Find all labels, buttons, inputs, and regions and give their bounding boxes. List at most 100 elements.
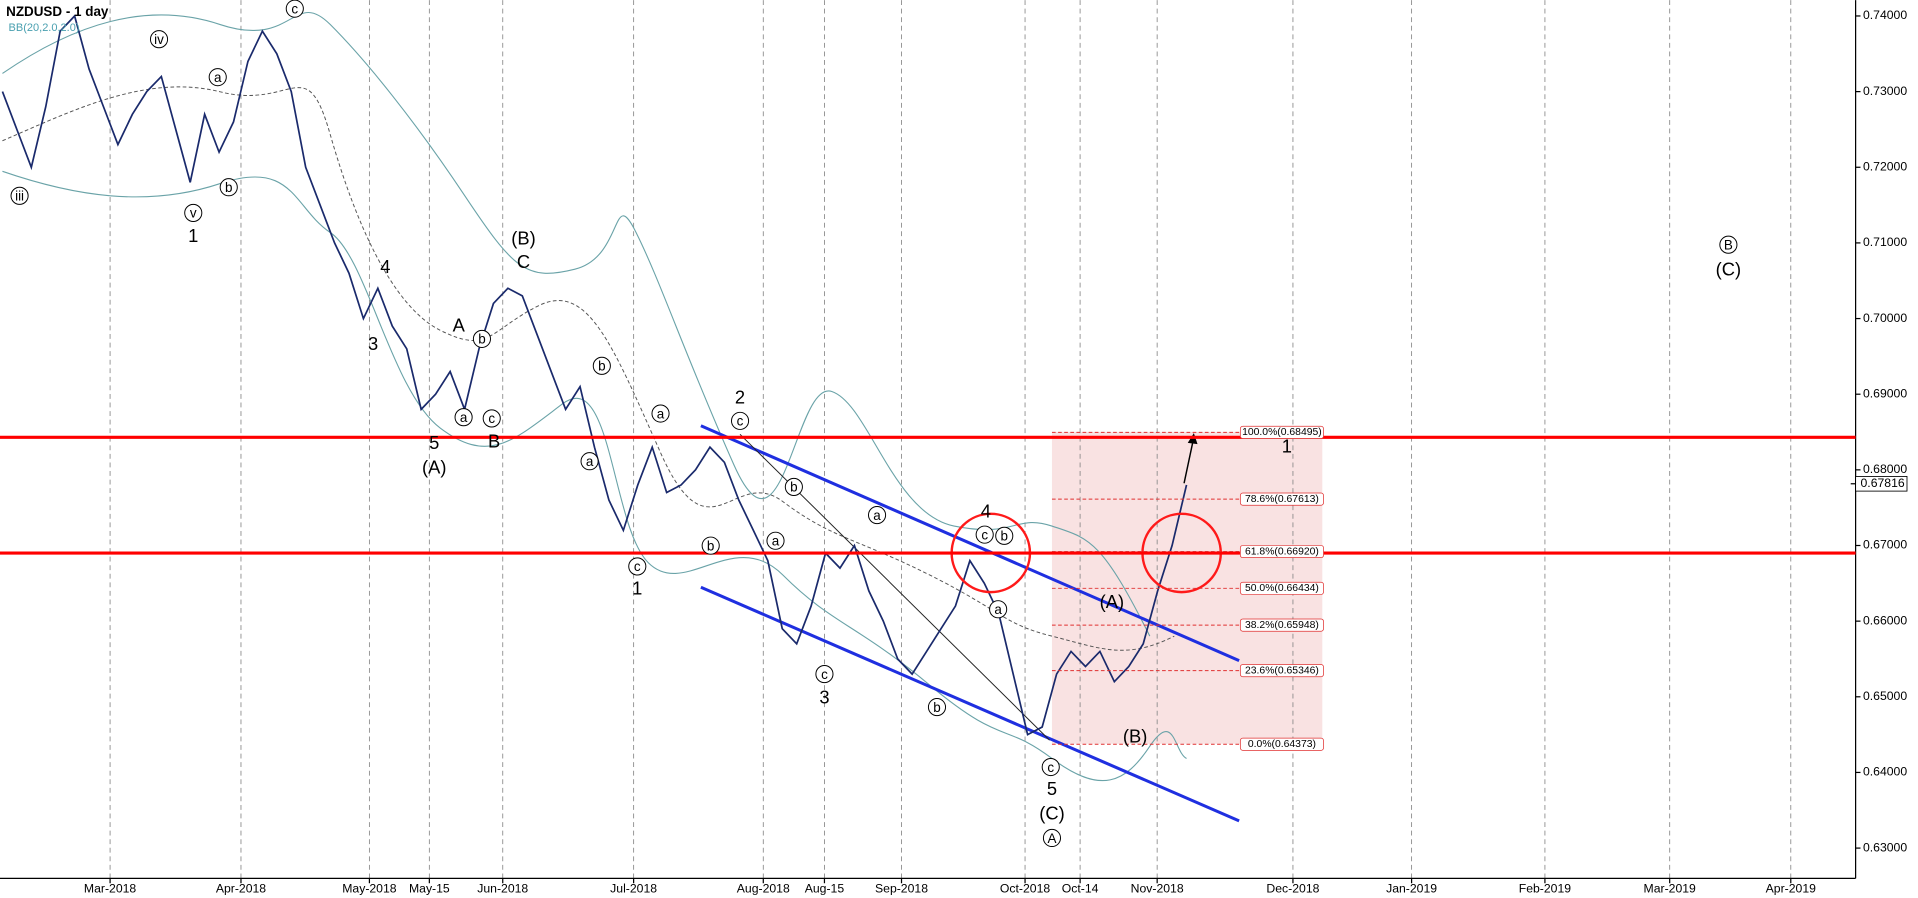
wave-label: a [460, 410, 468, 425]
y-tick-label: 0.64000 [1863, 765, 1907, 779]
x-tick-label: Nov-2018 [1131, 882, 1184, 896]
wave-label: a [873, 508, 881, 523]
x-tick-label: Sep-2018 [875, 882, 928, 896]
x-tick-label: May-15 [409, 882, 450, 896]
x-tick-label: Oct-2018 [1000, 882, 1050, 896]
wave-label: 5 [1047, 778, 1057, 799]
wave-label: a [586, 454, 594, 469]
wave-label: a [772, 534, 780, 549]
wave-label: 1 [1282, 436, 1292, 457]
wave-circle [628, 557, 647, 576]
indicator-label: BB(20,2.0,2.0) [9, 22, 80, 34]
y-tick-label: 0.71000 [1863, 235, 1907, 249]
x-tick-label: Oct-14 [1062, 882, 1099, 896]
wave-circle [482, 409, 501, 428]
wave-circle [208, 68, 227, 87]
wave-circle [219, 178, 238, 197]
y-tick-label: 0.67000 [1863, 538, 1907, 552]
wave-circle [285, 0, 304, 18]
wave-label: 5 [429, 432, 439, 453]
wave-label: b [598, 359, 605, 374]
x-tick-label: Feb-2019 [1519, 882, 1572, 896]
wave-label: iv [154, 32, 164, 47]
wave-circle [1041, 757, 1060, 777]
y-tick-label: 0.73000 [1863, 84, 1907, 98]
x-tick-label: Jun-2018 [477, 882, 528, 896]
x-tick-label: Apr-2019 [1766, 882, 1816, 896]
wave-label: b [707, 538, 714, 553]
y-tick-label: 0.70000 [1863, 311, 1907, 325]
wave-circle [927, 698, 947, 717]
wave-label: c [737, 414, 744, 429]
x-tick-label: Mar-2019 [1644, 882, 1696, 896]
x-tick-label: Mar-2018 [84, 882, 136, 896]
wave-label: b [933, 700, 940, 715]
wave-label: (B) [1123, 726, 1147, 747]
current-price-box [1855, 476, 1908, 492]
fib-label: 0.0%(0.64373) [1248, 739, 1316, 750]
y-tick-label: 0.72000 [1863, 159, 1907, 173]
wave-label: iii [15, 189, 24, 204]
wave-label: 3 [368, 333, 378, 354]
wave-label: 4 [380, 256, 390, 277]
wave-label: c [291, 1, 298, 16]
wave-label: c [1047, 760, 1054, 775]
x-tick-label: Jan-2019 [1386, 882, 1437, 896]
wave-circle [784, 477, 803, 496]
x-tick-label: Jul-2018 [610, 882, 657, 896]
current-price-label: 0.67816 [1861, 476, 1905, 490]
wave-circle [184, 203, 203, 222]
fib-label-box [1239, 425, 1324, 439]
fib-label: 38.2%(0.65948) [1245, 620, 1319, 631]
fib-label: 61.8%(0.66920) [1245, 546, 1319, 557]
wave-label: 1 [632, 578, 642, 599]
wave-circle [766, 531, 785, 550]
fib-label-box [1239, 664, 1324, 678]
wave-label: b [225, 180, 232, 195]
wave-circle [472, 329, 491, 348]
x-tick-label: Aug-2018 [737, 882, 790, 896]
wave-label: c [488, 411, 495, 426]
x-tick-label: Apr-2018 [216, 882, 266, 896]
wave-circle [701, 536, 720, 555]
wave-label: C [517, 251, 530, 272]
y-tick-label: 0.68000 [1863, 462, 1907, 476]
wave-label: A [1047, 831, 1056, 846]
y-tick-label: 0.63000 [1863, 840, 1907, 854]
bb-middle [2, 86, 1175, 651]
fib-label-box [1239, 545, 1324, 559]
y-tick-label: 0.66000 [1863, 613, 1907, 627]
wave-label: (C) [1716, 258, 1741, 279]
wave-circle [1719, 235, 1738, 254]
wave-circle [1042, 828, 1062, 848]
wave-label: c [634, 559, 641, 574]
price-line [1, 14, 1188, 736]
wave-circle [651, 404, 670, 423]
fib-label-box [1239, 581, 1324, 595]
wave-label: b [1001, 529, 1008, 544]
wave-circle [989, 600, 1008, 619]
wave-circle [975, 525, 994, 544]
wave-label: (A) [422, 456, 446, 477]
plot [1, 14, 1188, 736]
fib-label: 23.6%(0.65346) [1245, 665, 1319, 676]
wave-label: B [488, 431, 500, 452]
fib-label: 50.0%(0.66434) [1245, 583, 1319, 594]
wave-label: (C) [1039, 803, 1064, 824]
arrow [1183, 442, 1194, 484]
wave-label: a [214, 70, 222, 85]
wave-label: v [190, 206, 197, 221]
fib-label-box [1239, 618, 1324, 632]
wave-circle [995, 526, 1014, 545]
wave-label: c [821, 667, 828, 682]
grid [109, 0, 1792, 879]
wave-label: (A) [1100, 591, 1124, 612]
wave-label: c [981, 527, 988, 542]
x-tick-label: Aug-15 [805, 882, 845, 896]
fib-label: 100.0%(0.68495) [1242, 427, 1322, 438]
fib-label-box [1239, 492, 1324, 506]
wave-circle [867, 506, 887, 525]
chart-title: NZDUSD - 1 day [6, 4, 109, 19]
